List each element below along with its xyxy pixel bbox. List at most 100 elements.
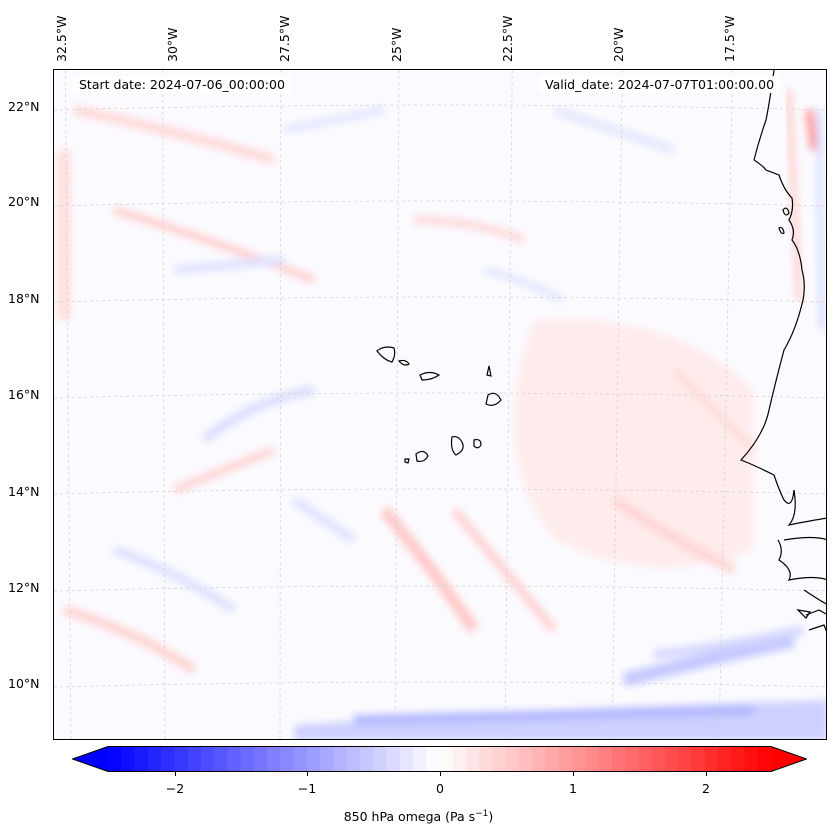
colorbar-step — [638, 746, 653, 772]
colorbar-step — [466, 746, 480, 772]
colorbar-step — [598, 746, 613, 772]
island-sal — [486, 365, 492, 377]
start-date-label: Start date: 2024-07-06_00:00:00 — [73, 76, 291, 93]
island-santiago — [450, 435, 464, 456]
longitude-label: 30°W — [165, 27, 180, 62]
parallel-line — [54, 585, 826, 592]
colorbar-step — [359, 746, 374, 772]
colorbar-step — [426, 746, 441, 772]
island-sao-vicente — [397, 359, 410, 366]
colorbar-step — [280, 746, 295, 772]
colorbar-step — [664, 746, 679, 772]
longitude-label: 22.5°W — [500, 15, 515, 62]
latitude-label: 18°N — [8, 291, 40, 306]
colorbar-step — [731, 746, 746, 772]
southern-blue-bands — [294, 625, 826, 739]
colorbar-step — [505, 746, 520, 772]
island-santo-antao — [376, 346, 396, 363]
latitude-label: 16°N — [8, 387, 40, 402]
colorbar-step — [320, 746, 335, 772]
colorbar-step — [572, 746, 586, 772]
colorbar-step — [519, 746, 533, 772]
latitude-label: 22°N — [8, 99, 40, 114]
colorbar-step — [678, 746, 693, 772]
colorbar-step — [267, 746, 281, 772]
colorbar-tick-label: 2 — [702, 781, 710, 796]
longitude-label: 25°W — [389, 27, 404, 62]
colorbar-label-close: ) — [488, 809, 494, 825]
meridian-line — [718, 70, 733, 739]
colorbar-tick-label: 0 — [436, 781, 444, 796]
longitude-label: 17.5°W — [722, 15, 737, 62]
colorbar-step — [651, 746, 666, 772]
omega-field-map — [54, 70, 826, 739]
longitude-label: 20°W — [611, 27, 626, 62]
colorbar-step — [412, 746, 427, 772]
colorbar-step — [492, 746, 507, 772]
longitude-label: 27.5°W — [277, 15, 292, 62]
colorbar — [72, 746, 807, 772]
colorbar-step — [625, 746, 639, 772]
colorbar-step — [174, 746, 189, 772]
colorbar-step — [200, 746, 215, 772]
latitude-label: 12°N — [8, 580, 40, 595]
colorbar-step — [240, 746, 255, 772]
colorbar-outline — [72, 746, 807, 772]
colorbar-step — [386, 746, 401, 772]
colorbar-step — [545, 746, 560, 772]
colorbar-step — [227, 746, 242, 772]
island-boa-vista — [485, 392, 502, 406]
meridian-line — [394, 70, 400, 739]
colorbar-step — [757, 746, 772, 772]
colorbar-step — [399, 746, 414, 772]
colorbar-step — [717, 746, 732, 772]
colorbar-tick-mark — [573, 772, 574, 776]
colorbar-step — [121, 746, 136, 772]
latitude-label: 14°N — [8, 484, 40, 499]
colorbar-step — [452, 746, 467, 772]
colorbar-step — [293, 746, 308, 772]
colorbar-step — [611, 746, 626, 772]
island-brava — [404, 458, 410, 464]
colorbar-tick-label: 1 — [569, 781, 577, 796]
colorbar-tick-label: −1 — [297, 781, 317, 796]
island-fogo — [415, 450, 429, 463]
parallel-line — [54, 296, 826, 303]
latitude-label: 20°N — [8, 194, 40, 209]
colorbar-step — [161, 746, 175, 772]
colorbar-step — [744, 746, 759, 772]
parallel-line — [54, 104, 826, 111]
colorbar-max-arrow — [771, 746, 807, 772]
latitude-label: 10°N — [8, 676, 40, 691]
colorbar-min-arrow — [72, 746, 108, 772]
meridian-line — [162, 70, 166, 739]
colorbar-step — [691, 746, 706, 772]
colorbar-step — [187, 746, 202, 772]
coastline — [376, 70, 826, 632]
colorbar-tick-mark — [440, 772, 441, 776]
valid-date-label: Valid_date: 2024-07-07T01:00:00.00 — [539, 76, 781, 93]
colorbar-step — [346, 746, 361, 772]
island-sao-nicolau — [419, 371, 441, 381]
colorbar-step — [704, 746, 719, 772]
colorbar-step — [108, 746, 122, 772]
map-panel — [53, 69, 827, 740]
colorbar-step — [306, 746, 321, 772]
parallel-line — [54, 488, 826, 495]
colorbar-tick-mark — [175, 772, 176, 776]
colorbar-tick-mark — [706, 772, 707, 776]
colorbar-label-text: 850 hPa omega (Pa s — [343, 809, 476, 825]
meridian-line — [279, 70, 282, 739]
colorbar-step — [214, 746, 228, 772]
colorbar-step — [333, 746, 348, 772]
colorbar-tick-mark — [307, 772, 308, 776]
colorbar-step — [532, 746, 547, 772]
colorbar-step — [585, 746, 600, 772]
longitude-label: 32.5°W — [54, 15, 69, 62]
colorbar-step — [373, 746, 388, 772]
colorbar-step — [439, 746, 454, 772]
meridian-line — [504, 70, 513, 739]
parallel-line — [54, 392, 826, 399]
colorbar-step — [253, 746, 268, 772]
colorbar-tick-label: −2 — [165, 781, 185, 796]
